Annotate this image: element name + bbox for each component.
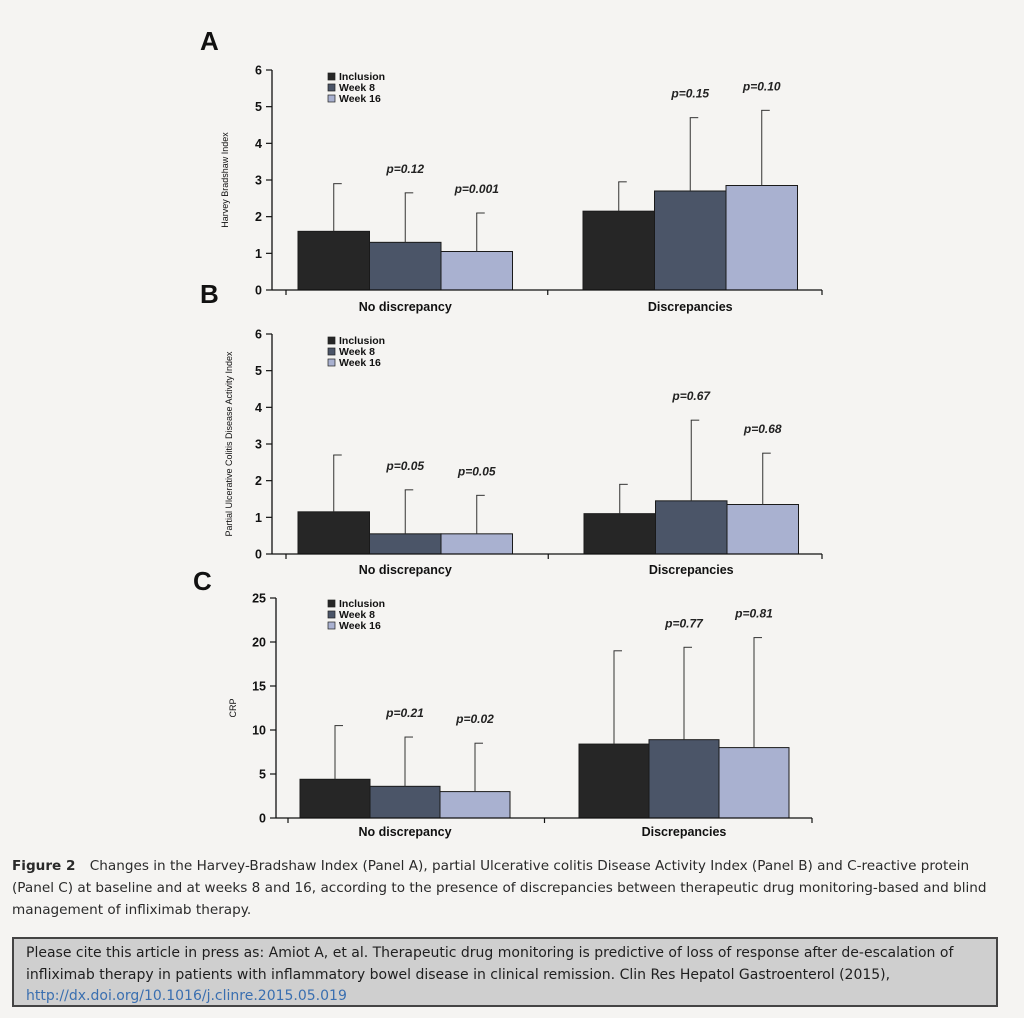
legend-label: Week 16	[339, 620, 381, 632]
caption-text: Changes in the Harvey-Bradshaw Index (Pa…	[12, 858, 987, 918]
y-axis-label: Harvey Bradshaw Index	[220, 132, 230, 228]
bar-inclusion-no-discrepancy	[297, 511, 370, 555]
y-tick-label: 3	[255, 174, 262, 188]
bar-week-8-discrepancies	[655, 500, 728, 555]
caption-lead: Figure 2	[12, 858, 76, 874]
bar-week-16-no-discrepancy	[440, 533, 513, 555]
y-tick-label: 20	[252, 636, 266, 650]
bar-week-16-discrepancies	[726, 504, 799, 555]
x-category-label: Discrepancies	[642, 825, 727, 839]
y-tick-label: 1	[255, 511, 262, 525]
y-tick-label: 10	[252, 724, 266, 738]
legend-swatch	[327, 347, 336, 356]
legend-swatch	[327, 621, 336, 630]
p-value-label: p=0.10	[742, 79, 781, 93]
p-value-label: p=0.68	[743, 422, 782, 436]
y-tick-label: 15	[252, 680, 266, 694]
bar-week-16-no-discrepancy	[439, 791, 511, 819]
y-tick-label: 4	[255, 137, 262, 151]
y-tick-label: 6	[255, 64, 262, 78]
x-category-label: Discrepancies	[648, 300, 733, 314]
y-tick-label: 0	[255, 548, 262, 562]
y-tick-label: 0	[259, 812, 266, 826]
p-value-label: p=0.77	[664, 616, 704, 630]
legend-swatch	[327, 94, 336, 103]
y-tick-label: 1	[255, 247, 262, 261]
panel-letter: C	[193, 566, 212, 596]
y-tick-label: 25	[252, 592, 266, 606]
p-value-label: p=0.15	[670, 87, 709, 101]
p-value-label: p=0.12	[385, 162, 424, 176]
x-category-label: Discrepancies	[649, 563, 734, 577]
chart-panel-a: A Harvey Bradshaw Index p=0.12 p=0.001 No di…	[200, 26, 823, 314]
chart-panel-b: B Partial Ulcerative Colitis Disease Acti…	[200, 279, 823, 577]
bar-week-8-no-discrepancy	[369, 241, 442, 291]
panel-letter: B	[200, 279, 219, 309]
legend-label: Inclusion	[339, 598, 385, 610]
x-category-label: No discrepancy	[358, 825, 451, 839]
y-tick-label: 6	[255, 328, 262, 342]
x-category-label: No discrepancy	[359, 563, 452, 577]
legend-label: Week 16	[339, 357, 381, 369]
bar-week-8-no-discrepancy	[369, 533, 442, 555]
y-tick-label: 5	[255, 364, 262, 378]
legend-swatch	[327, 358, 336, 367]
bar-week-16-discrepancies	[725, 185, 798, 291]
figure-charts: A Harvey Bradshaw Index p=0.12 p=0.001 No di…	[193, 26, 823, 839]
legend-swatch	[327, 83, 336, 92]
bar-week-8-no-discrepancy	[369, 785, 441, 819]
bar-week-8-discrepancies	[648, 739, 720, 819]
chart-panel-c: C CRP p=0.21 p=0.02 No discrepancy p=0.77 p=0.…	[193, 566, 813, 839]
y-axis-label: CRP	[228, 698, 238, 717]
panel-letter: A	[200, 26, 219, 56]
legend-label: Week 8	[339, 346, 375, 358]
y-tick-label: 5	[255, 100, 262, 114]
bar-inclusion-discrepancies	[578, 743, 650, 819]
p-value-label: p=0.81	[734, 607, 773, 621]
p-value-label: p=0.67	[671, 389, 711, 403]
p-value-label: p=0.02	[455, 712, 494, 726]
y-tick-label: 2	[255, 474, 262, 488]
p-value-label: p=0.21	[385, 706, 424, 720]
legend-label: Week 8	[339, 609, 375, 621]
bar-inclusion-no-discrepancy	[297, 230, 370, 291]
y-tick-label: 0	[255, 284, 262, 298]
bar-inclusion-no-discrepancy	[299, 778, 371, 819]
citation-text: Please cite this article in press as: Am…	[26, 945, 954, 983]
x-category-label: No discrepancy	[359, 300, 452, 314]
bar-week-16-discrepancies	[718, 747, 790, 819]
citation-box: Please cite this article in press as: Am…	[12, 937, 998, 1007]
y-tick-label: 4	[255, 401, 262, 415]
p-value-label: p=0.05	[385, 459, 424, 473]
legend-swatch	[327, 599, 336, 608]
p-value-label: p=0.05	[457, 464, 496, 478]
bar-week-16-no-discrepancy	[440, 251, 513, 291]
legend-label: Week 8	[339, 82, 375, 94]
bar-week-8-discrepancies	[654, 190, 727, 291]
legend-swatch	[327, 336, 336, 345]
figure-caption: Figure 2 Changes in the Harvey-Bradshaw …	[12, 855, 1012, 921]
legend-label: Inclusion	[339, 71, 385, 83]
legend-label: Week 16	[339, 93, 381, 105]
citation-link[interactable]: http://dx.doi.org/10.1016/j.clinre.2015.…	[26, 988, 347, 1004]
bar-inclusion-discrepancies	[583, 513, 656, 555]
y-tick-label: 3	[255, 438, 262, 452]
p-value-label: p=0.001	[454, 182, 500, 196]
y-tick-label: 5	[259, 768, 266, 782]
legend-swatch	[327, 72, 336, 81]
y-tick-label: 2	[255, 210, 262, 224]
legend-swatch	[327, 610, 336, 619]
bar-inclusion-discrepancies	[582, 210, 655, 291]
y-axis-label: Partial Ulcerative Colitis Disease Activ…	[224, 351, 234, 537]
legend-label: Inclusion	[339, 335, 385, 347]
